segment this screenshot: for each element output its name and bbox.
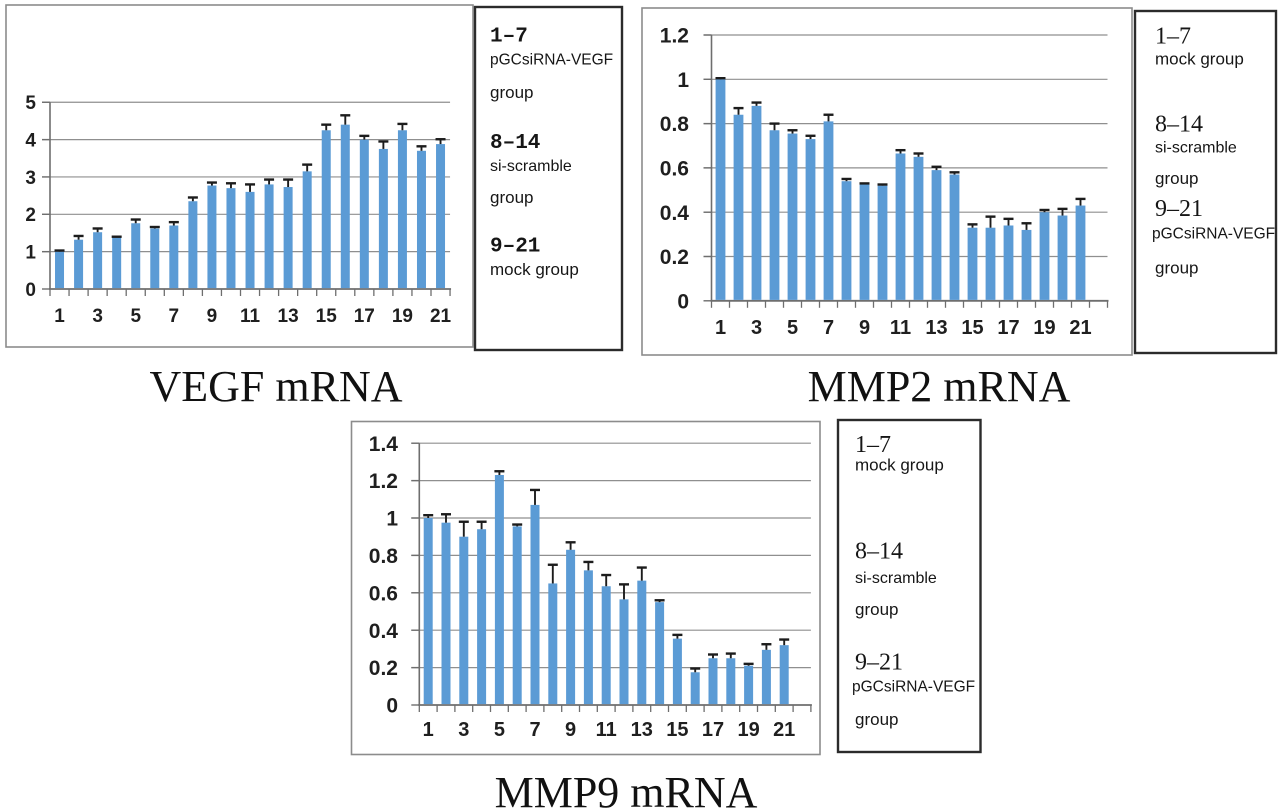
svg-text:9: 9 bbox=[565, 719, 576, 741]
svg-text:21: 21 bbox=[773, 719, 795, 741]
svg-text:0.6: 0.6 bbox=[369, 582, 398, 605]
svg-text:0: 0 bbox=[25, 280, 36, 301]
svg-text:5: 5 bbox=[494, 719, 505, 741]
svg-text:1.2: 1.2 bbox=[369, 470, 398, 493]
svg-text:3: 3 bbox=[458, 719, 469, 741]
svg-text:9: 9 bbox=[207, 306, 218, 327]
svg-text:VEGF mRNA: VEGF mRNA bbox=[149, 362, 402, 411]
svg-text:si-scramble: si-scramble bbox=[855, 570, 937, 587]
svg-text:0.4: 0.4 bbox=[660, 202, 690, 225]
svg-text:13: 13 bbox=[278, 306, 299, 327]
svg-text:17: 17 bbox=[702, 719, 724, 741]
svg-text:19: 19 bbox=[392, 306, 413, 327]
svg-text:1.2: 1.2 bbox=[660, 25, 689, 48]
svg-text:1: 1 bbox=[386, 508, 398, 531]
svg-text:MMP9 mRNA: MMP9 mRNA bbox=[495, 768, 758, 812]
svg-text:group: group bbox=[855, 710, 898, 729]
svg-text:si-scramble: si-scramble bbox=[1155, 139, 1237, 156]
svg-text:group: group bbox=[855, 600, 898, 619]
svg-text:8–14: 8–14 bbox=[1155, 112, 1203, 138]
svg-text:MMP2 mRNA: MMP2 mRNA bbox=[808, 362, 1071, 411]
svg-text:0.6: 0.6 bbox=[660, 157, 689, 180]
svg-text:1: 1 bbox=[423, 719, 434, 741]
svg-text:0.8: 0.8 bbox=[369, 545, 399, 568]
svg-text:1: 1 bbox=[54, 306, 65, 327]
svg-text:8–14: 8–14 bbox=[490, 132, 540, 155]
svg-text:13: 13 bbox=[925, 317, 947, 339]
svg-text:pGCsiRNA-VEGF: pGCsiRNA-VEGF bbox=[490, 52, 613, 69]
svg-text:21: 21 bbox=[430, 306, 452, 327]
svg-text:mock group: mock group bbox=[1155, 50, 1244, 69]
svg-text:mock group: mock group bbox=[855, 456, 944, 475]
svg-text:21: 21 bbox=[1069, 317, 1091, 339]
svg-text:11: 11 bbox=[890, 317, 911, 339]
svg-text:8–14: 8–14 bbox=[855, 539, 903, 565]
svg-text:15: 15 bbox=[316, 306, 338, 327]
svg-text:5: 5 bbox=[25, 93, 36, 114]
svg-text:19: 19 bbox=[1033, 317, 1055, 339]
svg-text:5: 5 bbox=[130, 306, 141, 327]
svg-text:9–21: 9–21 bbox=[1155, 196, 1203, 222]
svg-text:13: 13 bbox=[631, 719, 653, 741]
svg-text:si-scramble: si-scramble bbox=[490, 158, 572, 175]
svg-text:11: 11 bbox=[596, 719, 617, 741]
svg-text:0.2: 0.2 bbox=[369, 657, 398, 680]
svg-text:0.2: 0.2 bbox=[660, 246, 689, 269]
svg-text:15: 15 bbox=[666, 719, 688, 741]
svg-text:9–21: 9–21 bbox=[490, 236, 540, 259]
svg-text:pGCsiRNA-VEGF: pGCsiRNA-VEGF bbox=[852, 679, 975, 696]
svg-text:9–21: 9–21 bbox=[855, 650, 903, 676]
svg-text:1–7: 1–7 bbox=[1155, 24, 1191, 50]
svg-text:1–7: 1–7 bbox=[490, 26, 528, 49]
svg-text:1: 1 bbox=[677, 69, 689, 92]
svg-text:group: group bbox=[1155, 169, 1198, 188]
svg-text:0: 0 bbox=[677, 290, 689, 313]
svg-text:17: 17 bbox=[997, 317, 1019, 339]
svg-text:7: 7 bbox=[169, 306, 180, 327]
svg-text:1.4: 1.4 bbox=[369, 433, 399, 456]
svg-text:4: 4 bbox=[25, 130, 36, 151]
svg-text:17: 17 bbox=[354, 306, 375, 327]
svg-text:2: 2 bbox=[25, 205, 36, 226]
svg-text:3: 3 bbox=[751, 317, 762, 339]
svg-text:19: 19 bbox=[737, 719, 759, 741]
svg-text:0.4: 0.4 bbox=[369, 620, 399, 643]
svg-text:1–7: 1–7 bbox=[855, 432, 891, 458]
svg-text:3: 3 bbox=[25, 168, 36, 189]
svg-text:7: 7 bbox=[823, 317, 834, 339]
svg-text:15: 15 bbox=[961, 317, 983, 339]
svg-text:mock group: mock group bbox=[490, 260, 579, 279]
svg-text:11: 11 bbox=[240, 306, 261, 327]
svg-text:1: 1 bbox=[715, 317, 726, 339]
svg-text:5: 5 bbox=[787, 317, 798, 339]
svg-text:group: group bbox=[1155, 259, 1198, 278]
svg-text:group: group bbox=[490, 83, 533, 102]
svg-text:3: 3 bbox=[92, 306, 103, 327]
svg-text:group: group bbox=[490, 188, 533, 207]
svg-text:9: 9 bbox=[859, 317, 870, 339]
svg-text:0: 0 bbox=[386, 695, 398, 718]
svg-text:pGCsiRNA-VEGF: pGCsiRNA-VEGF bbox=[1152, 226, 1275, 243]
svg-text:0.8: 0.8 bbox=[660, 113, 690, 136]
svg-text:1: 1 bbox=[25, 242, 36, 263]
svg-text:7: 7 bbox=[529, 719, 540, 741]
